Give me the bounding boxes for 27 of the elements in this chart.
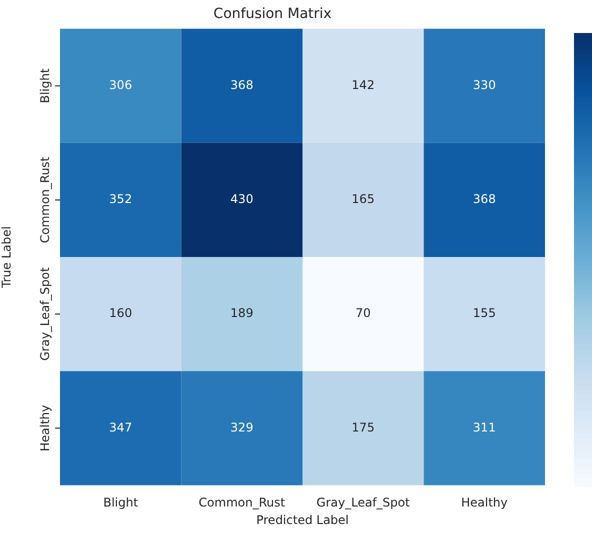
x-axis-title: Predicted Label	[256, 512, 349, 527]
data-label: 311	[472, 420, 496, 434]
y-tick-label: Common_Rust	[38, 156, 52, 244]
data-label: 306	[109, 78, 132, 92]
y-tick-label: Healthy	[38, 404, 52, 452]
data-label: 142	[352, 78, 375, 92]
data-label: 368	[230, 78, 254, 92]
data-label: 329	[230, 420, 254, 434]
y-tick-label: Blight	[38, 68, 52, 104]
data-label: 175	[352, 420, 375, 434]
data-label: 165	[352, 192, 375, 206]
data-label: 430	[230, 192, 254, 206]
x-tick-label: Gray_Leaf_Spot	[316, 496, 410, 510]
data-label: 347	[109, 420, 132, 434]
data-label: 330	[472, 78, 496, 92]
x-tick-label: Common_Rust	[198, 496, 286, 510]
y-axis-title: True Label	[0, 226, 14, 289]
data-label: 368	[472, 192, 496, 206]
data-label: 155	[472, 306, 496, 320]
data-label: 352	[109, 192, 132, 206]
data-label: 189	[230, 306, 254, 320]
data-label: 70	[355, 306, 371, 320]
chart-title: Confusion Matrix	[213, 6, 332, 22]
data-label: 160	[109, 306, 132, 320]
x-tick-label: Blight	[103, 496, 138, 510]
y-tick-label: Gray_Leaf_Spot	[38, 267, 52, 361]
x-tick-label: Healthy	[461, 496, 508, 510]
